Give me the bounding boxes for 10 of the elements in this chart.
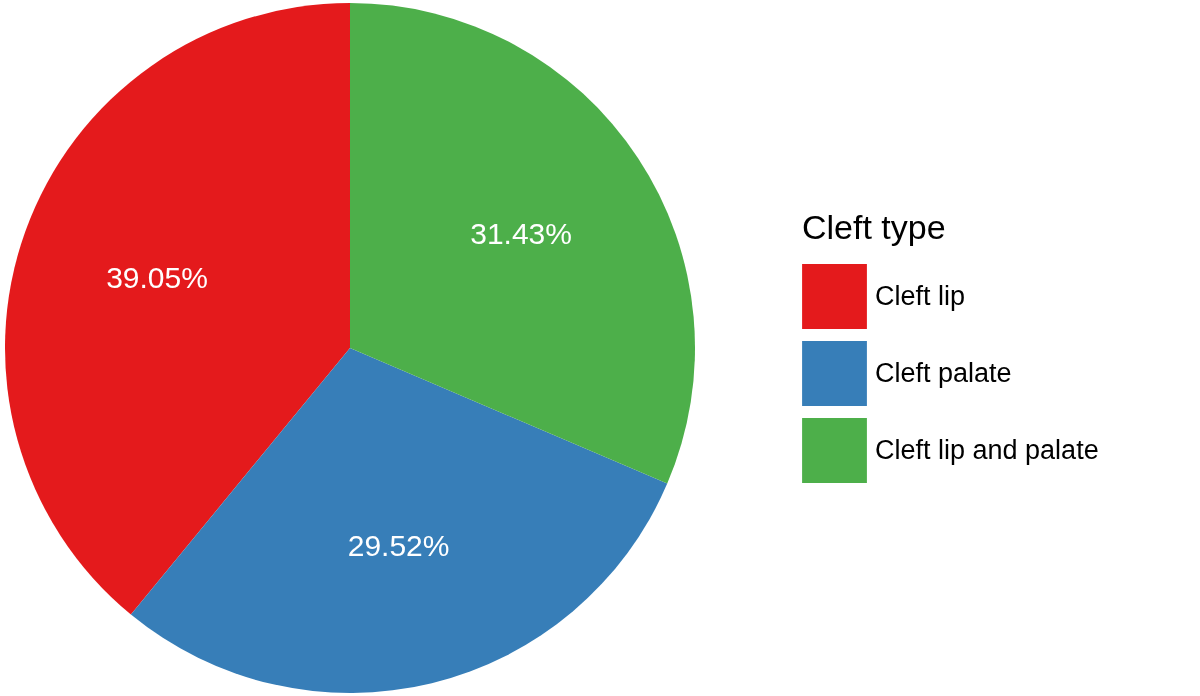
pie-slice bbox=[130, 348, 668, 693]
data-label: 31.43% bbox=[470, 217, 572, 251]
legend-title: Cleft type bbox=[802, 208, 946, 246]
data-label: 39.05% bbox=[106, 260, 208, 294]
pie-slice bbox=[350, 3, 695, 484]
data-label: 29.52% bbox=[347, 529, 450, 563]
legend-label: Cleft lip bbox=[875, 280, 966, 311]
legend-label: Cleft lip and palate bbox=[875, 434, 1099, 465]
legend-label: Cleft palate bbox=[875, 357, 1012, 388]
pie-slice bbox=[5, 3, 350, 615]
